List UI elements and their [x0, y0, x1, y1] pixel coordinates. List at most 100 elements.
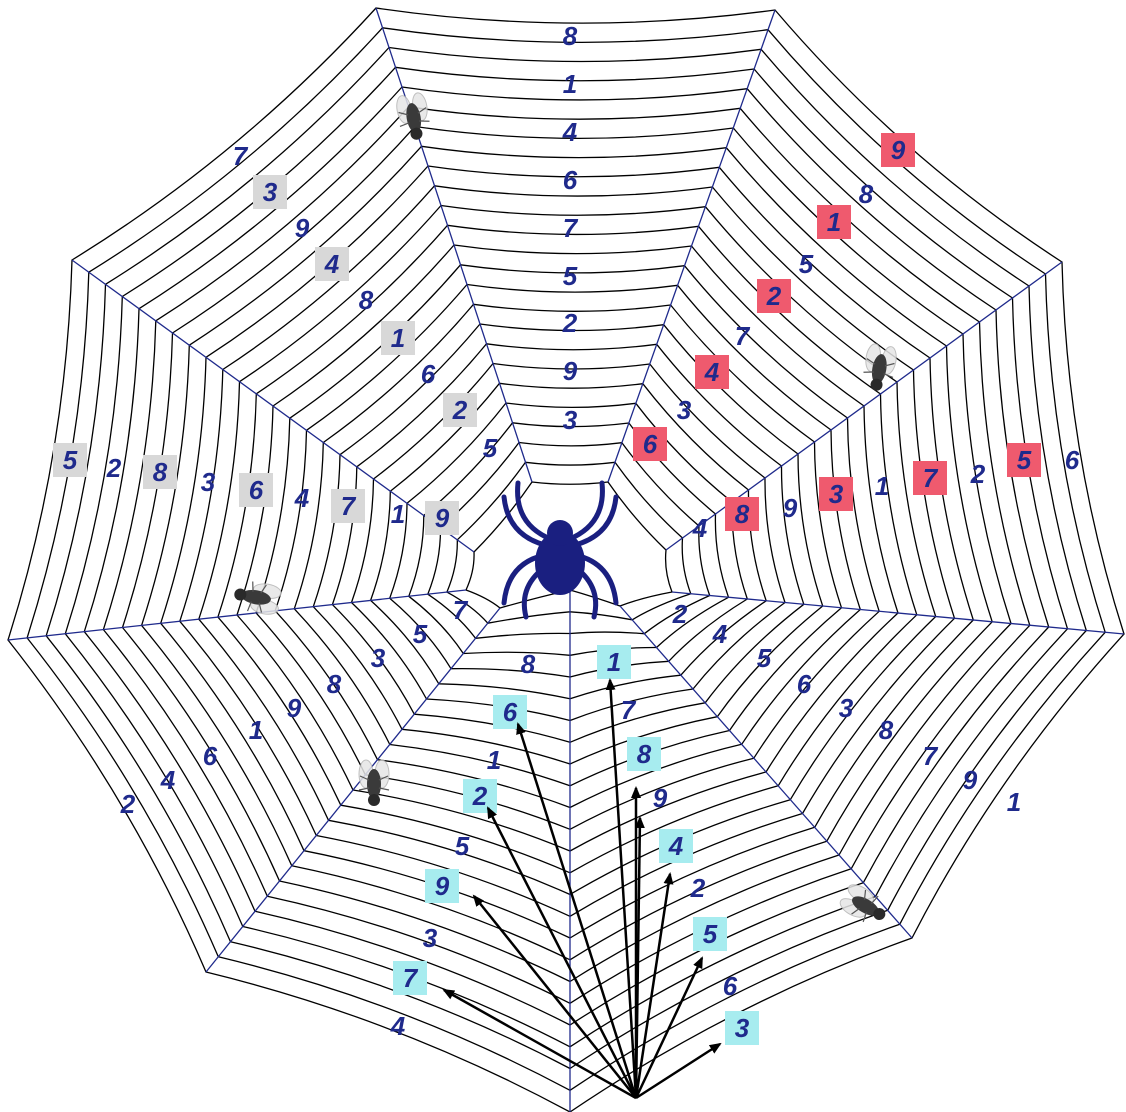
- highlight-box: [1007, 443, 1041, 477]
- number-label: 3: [839, 693, 854, 723]
- number-label: 4: [712, 619, 728, 649]
- highlight-box: [331, 489, 365, 523]
- number-label: 6: [203, 741, 218, 771]
- highlight-box: [443, 393, 477, 427]
- number-label: 2: [452, 395, 468, 425]
- number-label: 4: [668, 831, 684, 861]
- highlight-box: [817, 205, 851, 239]
- number-label: 5: [703, 919, 718, 949]
- number-label: 3: [677, 395, 692, 425]
- number-label: 2: [562, 308, 578, 338]
- number-label: 2: [672, 599, 688, 629]
- number-label: 5: [1017, 445, 1032, 475]
- number-label: 5: [483, 433, 498, 463]
- number-label: 7: [341, 491, 357, 521]
- number-label: 3: [423, 923, 438, 953]
- web-radial: [375, 7, 533, 483]
- number-label: 9: [287, 693, 302, 723]
- number-label: 7: [233, 141, 249, 171]
- web-radial: [607, 9, 776, 483]
- number-label: 1: [249, 715, 263, 745]
- highlight-box: [757, 279, 791, 313]
- number-label: 7: [563, 213, 579, 243]
- number-label: 5: [413, 619, 428, 649]
- number-label: 4: [704, 357, 720, 387]
- web-radial: [619, 605, 913, 939]
- highlight-box: [53, 443, 87, 477]
- number-label: 8: [327, 669, 342, 699]
- arrow: [486, 806, 638, 1099]
- number-label: 8: [359, 285, 374, 315]
- number-label: 8: [521, 649, 536, 679]
- number-label: 9: [435, 503, 450, 533]
- highlight-box: [725, 497, 759, 531]
- number-label: 1: [391, 323, 405, 353]
- number-label: 4: [324, 249, 340, 279]
- number-label: 2: [106, 453, 122, 483]
- number-label: 3: [201, 467, 216, 497]
- number-label: 1: [563, 69, 577, 99]
- number-label: 3: [563, 405, 578, 435]
- web-strand: [331, 343, 805, 743]
- fly-icon: [394, 91, 433, 143]
- number-label: 6: [563, 165, 578, 195]
- arrow: [442, 988, 637, 1100]
- highlight-box: [239, 473, 273, 507]
- number-label: 6: [421, 359, 436, 389]
- web-radial: [7, 589, 467, 641]
- number-label: 3: [829, 479, 844, 509]
- web-strand: [446, 461, 692, 624]
- number-label: 2: [690, 873, 706, 903]
- answer-arrows: [442, 678, 722, 1100]
- web-strand: [236, 244, 899, 852]
- number-label: 7: [621, 695, 637, 725]
- number-label: 4: [692, 513, 708, 543]
- number-label: 1: [391, 499, 405, 529]
- highlight-box: [381, 321, 415, 355]
- arrow: [605, 678, 638, 1099]
- arrow: [634, 872, 674, 1099]
- number-label: 4: [562, 117, 578, 147]
- highlight-box: [693, 917, 727, 951]
- number-label: 8: [153, 457, 168, 487]
- spider-icon: [501, 480, 619, 620]
- highlight-box: [143, 455, 177, 489]
- number-label: 1: [607, 647, 621, 677]
- web-strand: [369, 382, 767, 700]
- highlight-box: [425, 501, 459, 535]
- number-label: 7: [923, 741, 939, 771]
- highlight-box: [597, 645, 631, 679]
- web-radial: [205, 607, 501, 973]
- highlight-box: [627, 737, 661, 771]
- web-strand: [83, 86, 1050, 1026]
- number-label: 8: [563, 21, 578, 51]
- highlight-box: [253, 175, 287, 209]
- arrow: [635, 1042, 722, 1100]
- highlight-box: [659, 829, 693, 863]
- number-label: 8: [735, 499, 750, 529]
- number-label: 6: [797, 669, 812, 699]
- number-label: 2: [766, 281, 782, 311]
- arrow: [634, 956, 704, 1099]
- web-radials: [7, 7, 1125, 1112]
- number-label: 5: [63, 445, 78, 475]
- number-label: 5: [455, 831, 470, 861]
- highlight-box: [393, 961, 427, 995]
- arrow: [634, 816, 645, 1099]
- number-label: 1: [1007, 787, 1021, 817]
- highlight-box: [633, 427, 667, 461]
- web-radial: [71, 259, 475, 553]
- highlight-box: [819, 477, 853, 511]
- web-strand: [159, 165, 975, 939]
- number-label: 5: [799, 249, 814, 279]
- number-label: 3: [371, 643, 386, 673]
- number-label: 6: [503, 697, 518, 727]
- number-label: 7: [735, 321, 751, 351]
- number-label: 3: [735, 1013, 750, 1043]
- web-strand: [255, 264, 880, 831]
- number-label: 1: [487, 745, 501, 775]
- number-label: 4: [160, 765, 176, 795]
- number-label: 7: [403, 963, 419, 993]
